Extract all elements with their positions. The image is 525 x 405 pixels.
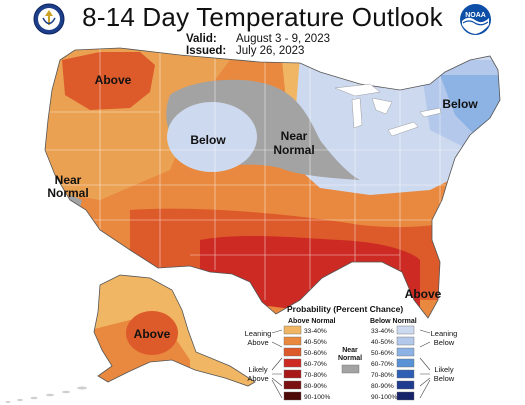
legend-above-range-6: 80-90% <box>304 383 327 390</box>
issued-date-row: Issued: July 26, 2023 <box>186 45 304 57</box>
legend-likely-above-2: Above <box>247 374 268 383</box>
legend-below-swatch-5 <box>396 369 415 379</box>
issued-date: July 26, 2023 <box>236 45 305 57</box>
legend-likely-above-1: Likely <box>248 365 267 374</box>
legend-above-swatch-6 <box>283 380 302 390</box>
label-alaska-above: Above <box>134 327 171 341</box>
legend-below-swatch-6 <box>396 380 415 390</box>
legend-above-swatch-4 <box>283 358 302 368</box>
label-west-normal: Normal <box>47 186 88 200</box>
region-above-northwest <box>62 52 155 110</box>
alaska-shading <box>94 275 255 386</box>
state-borders <box>45 48 500 300</box>
legend-below-swatch-7 <box>396 391 415 401</box>
valid-dates-row: Valid: August 3 - 9, 2023 <box>186 33 330 45</box>
legend-above-swatches: 33-40% 40-50% 50-60% 60-70% 70-80% 80-90% 90-1… <box>283 325 331 401</box>
page-title: 8-14 Day Temperature Outlook <box>82 2 443 32</box>
legend-above-range-1: 33-40% <box>304 328 327 335</box>
noaa-logo-icon: NOAA <box>460 4 491 35</box>
legend-below-swatch-1 <box>396 325 415 335</box>
legend-above-swatch-1 <box>283 325 302 335</box>
region-below-plains <box>167 102 257 172</box>
legend-above-range-2: 40-50% <box>304 339 327 346</box>
legend-above-range-3: 50-60% <box>304 350 327 357</box>
legend-near-label-2: Normal <box>338 355 362 362</box>
legend-below-swatch-3 <box>396 347 415 357</box>
legend-near-swatch <box>341 364 360 374</box>
legend-above-range-4: 60-70% <box>304 361 327 368</box>
conus-outline <box>44 47 501 319</box>
legend-below-range-3: 50-60% <box>371 350 394 357</box>
legend-leaning-below-1: Leaning <box>431 329 458 338</box>
legend-below-swatches: 33-40% 40-50% 50-60% 60-70% 70-80% 80-90% 90-1… <box>371 325 415 401</box>
legend-below-swatch-4 <box>396 358 415 368</box>
aleutian-islands <box>5 386 87 403</box>
issued-label: Issued: <box>186 45 227 57</box>
commerce-seal-icon <box>33 3 65 35</box>
legend: Probability (Percent Chance) Above Norma… <box>245 304 458 401</box>
legend-above-swatch-5 <box>283 369 302 379</box>
legend-above-header: Above Normal <box>288 318 336 325</box>
legend-title: Probability (Percent Chance) <box>287 304 403 314</box>
valid-label: Valid: <box>186 33 217 45</box>
legend-below-range-4: 60-70% <box>371 361 394 368</box>
noaa-logo-text: NOAA <box>465 12 486 19</box>
legend-above-swatch-2 <box>283 336 302 346</box>
label-plains-below: Below <box>190 133 226 147</box>
label-northwest-above: Above <box>95 73 132 87</box>
label-northeast-below: Below <box>442 97 478 111</box>
legend-above-swatch-7 <box>283 391 302 401</box>
legend-below-range-1: 33-40% <box>371 328 394 335</box>
legend-leaning-above-2: Above <box>247 338 268 347</box>
label-midwest-near: Near <box>281 129 308 143</box>
label-florida-above: Above <box>405 287 442 301</box>
great-lakes <box>334 83 442 137</box>
legend-leaning-above-1: Leaning <box>245 329 272 338</box>
legend-likely-below-1: Likely <box>434 365 453 374</box>
legend-above-swatch-3 <box>283 347 302 357</box>
legend-below-range-6: 80-90% <box>371 383 394 390</box>
legend-likely-below-2: Below <box>434 374 455 383</box>
legend-below-swatch-2 <box>396 336 415 346</box>
legend-below-header: Below Normal <box>370 318 417 325</box>
alaska-outline <box>93 274 256 387</box>
legend-near-label-1: Near <box>342 347 358 354</box>
legend-leaning-below-2: Below <box>434 338 455 347</box>
legend-above-range-7: 90-100% <box>304 394 331 401</box>
legend-below-range-5: 70-80% <box>371 372 394 379</box>
label-west-near: Near <box>55 173 82 187</box>
legend-below-range-2: 40-50% <box>371 339 394 346</box>
legend-below-range-7: 90-100% <box>371 394 398 401</box>
label-midwest-normal: Normal <box>273 143 314 157</box>
legend-above-range-5: 70-80% <box>304 372 327 379</box>
valid-dates: August 3 - 9, 2023 <box>236 33 330 45</box>
